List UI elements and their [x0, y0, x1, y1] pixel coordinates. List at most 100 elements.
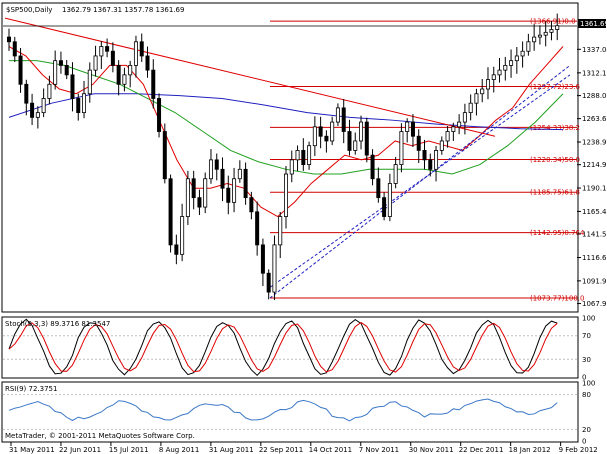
price-axis-label: 1214.90 — [582, 161, 607, 169]
symbol-label: $SP500,Daily — [6, 6, 52, 14]
candle-body — [468, 102, 473, 114]
candle-body — [185, 178, 190, 217]
candle-body — [41, 98, 46, 114]
date-axis-label: 15 Jul 2011 — [109, 446, 149, 454]
candle-body — [359, 121, 364, 142]
candle-body — [318, 126, 323, 137]
candle-body — [289, 159, 294, 175]
stoch-axis-label: 30 — [582, 356, 591, 364]
rsi-axis-label: 0 — [582, 438, 586, 446]
price-axis-label: 1263.63 — [582, 115, 607, 123]
candle-body — [157, 98, 162, 132]
candle-body — [382, 197, 387, 217]
candle-body — [307, 145, 312, 165]
date-axis-label: 22 Jun 2011 — [59, 446, 101, 454]
candle-body — [53, 60, 58, 85]
candle-body — [208, 159, 213, 180]
candle-body — [191, 178, 196, 199]
candle-body — [503, 65, 508, 71]
date-axis-label: 30 Nov 2011 — [409, 446, 454, 454]
channel-line-upper — [269, 74, 571, 288]
candle-body — [283, 173, 288, 217]
stoch-axis-label: 70 — [582, 332, 591, 340]
candle-body — [364, 121, 369, 156]
candle-body — [70, 74, 75, 99]
stoch-main-line — [8, 318, 558, 377]
price-axis-label: 1116.65 — [582, 254, 607, 262]
date-axis-label: 8 Aug 2011 — [159, 446, 199, 454]
candle-body — [480, 88, 485, 95]
candle-body — [139, 41, 144, 57]
candle-body — [232, 178, 237, 203]
stoch-axis-label: 100 — [582, 315, 595, 323]
candle-body — [434, 150, 439, 170]
current-price-label: 1361.69 — [580, 20, 607, 28]
stoch-label: Stoch(9,3,3) 89.3716 81.3547 — [5, 320, 110, 328]
candle-body — [491, 74, 496, 80]
candle-body — [301, 150, 306, 165]
candle-body — [93, 55, 98, 71]
candle-body — [145, 55, 150, 71]
fib-level-label: (1142.95)0.764 — [530, 229, 585, 237]
rsi-label: RSI(9) 72.3751 — [5, 385, 57, 393]
candle-body — [445, 131, 450, 142]
candle-body — [105, 46, 110, 52]
price-axis-label: 1238.90 — [582, 139, 607, 147]
rsi-axis-label: 100 — [582, 380, 595, 388]
date-axis-label: 9 Feb 2012 — [559, 446, 598, 454]
candle-body — [128, 65, 133, 76]
candle-body — [116, 65, 121, 85]
candle-body — [18, 55, 23, 85]
price-axis-label: 1067.90 — [582, 300, 607, 308]
candle-body — [272, 244, 277, 293]
candle-body — [457, 121, 462, 128]
candle-body — [405, 121, 410, 132]
candle-body — [537, 34, 542, 38]
candle-body — [24, 83, 29, 104]
candle-body — [399, 131, 404, 165]
candle-body — [278, 216, 283, 246]
candle-body — [82, 93, 87, 114]
fib-level-label: (1297.72)23.6 — [530, 83, 581, 91]
price-axis-label: 1091.90 — [582, 277, 607, 285]
candle-body — [203, 178, 208, 208]
candle-body — [526, 41, 531, 52]
date-axis-label: 22 Sep 2011 — [259, 446, 303, 454]
price-axis-label: 1288.04 — [582, 92, 607, 100]
candle-body — [168, 178, 173, 246]
candle-body — [416, 135, 421, 151]
rsi-axis-label: 20 — [582, 426, 591, 434]
candle-body — [439, 140, 444, 151]
fib-level-label: (1254.33)38.2 — [530, 124, 580, 132]
candle-body — [58, 60, 63, 66]
candle-body — [237, 168, 242, 180]
candle-body — [387, 183, 392, 217]
candle-body — [520, 50, 525, 57]
candle-body — [451, 126, 456, 132]
candle-body — [428, 159, 433, 170]
candle-body — [122, 74, 127, 85]
rsi-panel-frame — [1, 381, 579, 443]
candle-body — [162, 131, 167, 180]
copyright-label: MetaTrader, © 2001-2011 MetaQuotes Softw… — [5, 432, 195, 440]
candle-body — [76, 98, 81, 114]
candle-body — [462, 112, 467, 123]
channel-line-lower — [269, 65, 571, 299]
current-price-box — [578, 19, 606, 28]
candle-body — [514, 55, 519, 62]
candle-body — [99, 46, 104, 57]
candle-body — [243, 168, 248, 199]
candle-body — [12, 41, 17, 57]
main-panel-frame — [1, 2, 579, 313]
candle-body — [555, 25, 560, 30]
price-axis-label: 1165.42 — [582, 208, 607, 216]
candle-body — [532, 36, 537, 43]
candle-body — [260, 244, 265, 274]
candle-body — [249, 197, 254, 213]
candle-body — [180, 216, 185, 255]
fib-level-label: (1220.34)50.0 — [530, 156, 580, 164]
date-axis-label: 14 Oct 2011 — [309, 446, 352, 454]
candle-body — [330, 121, 335, 142]
